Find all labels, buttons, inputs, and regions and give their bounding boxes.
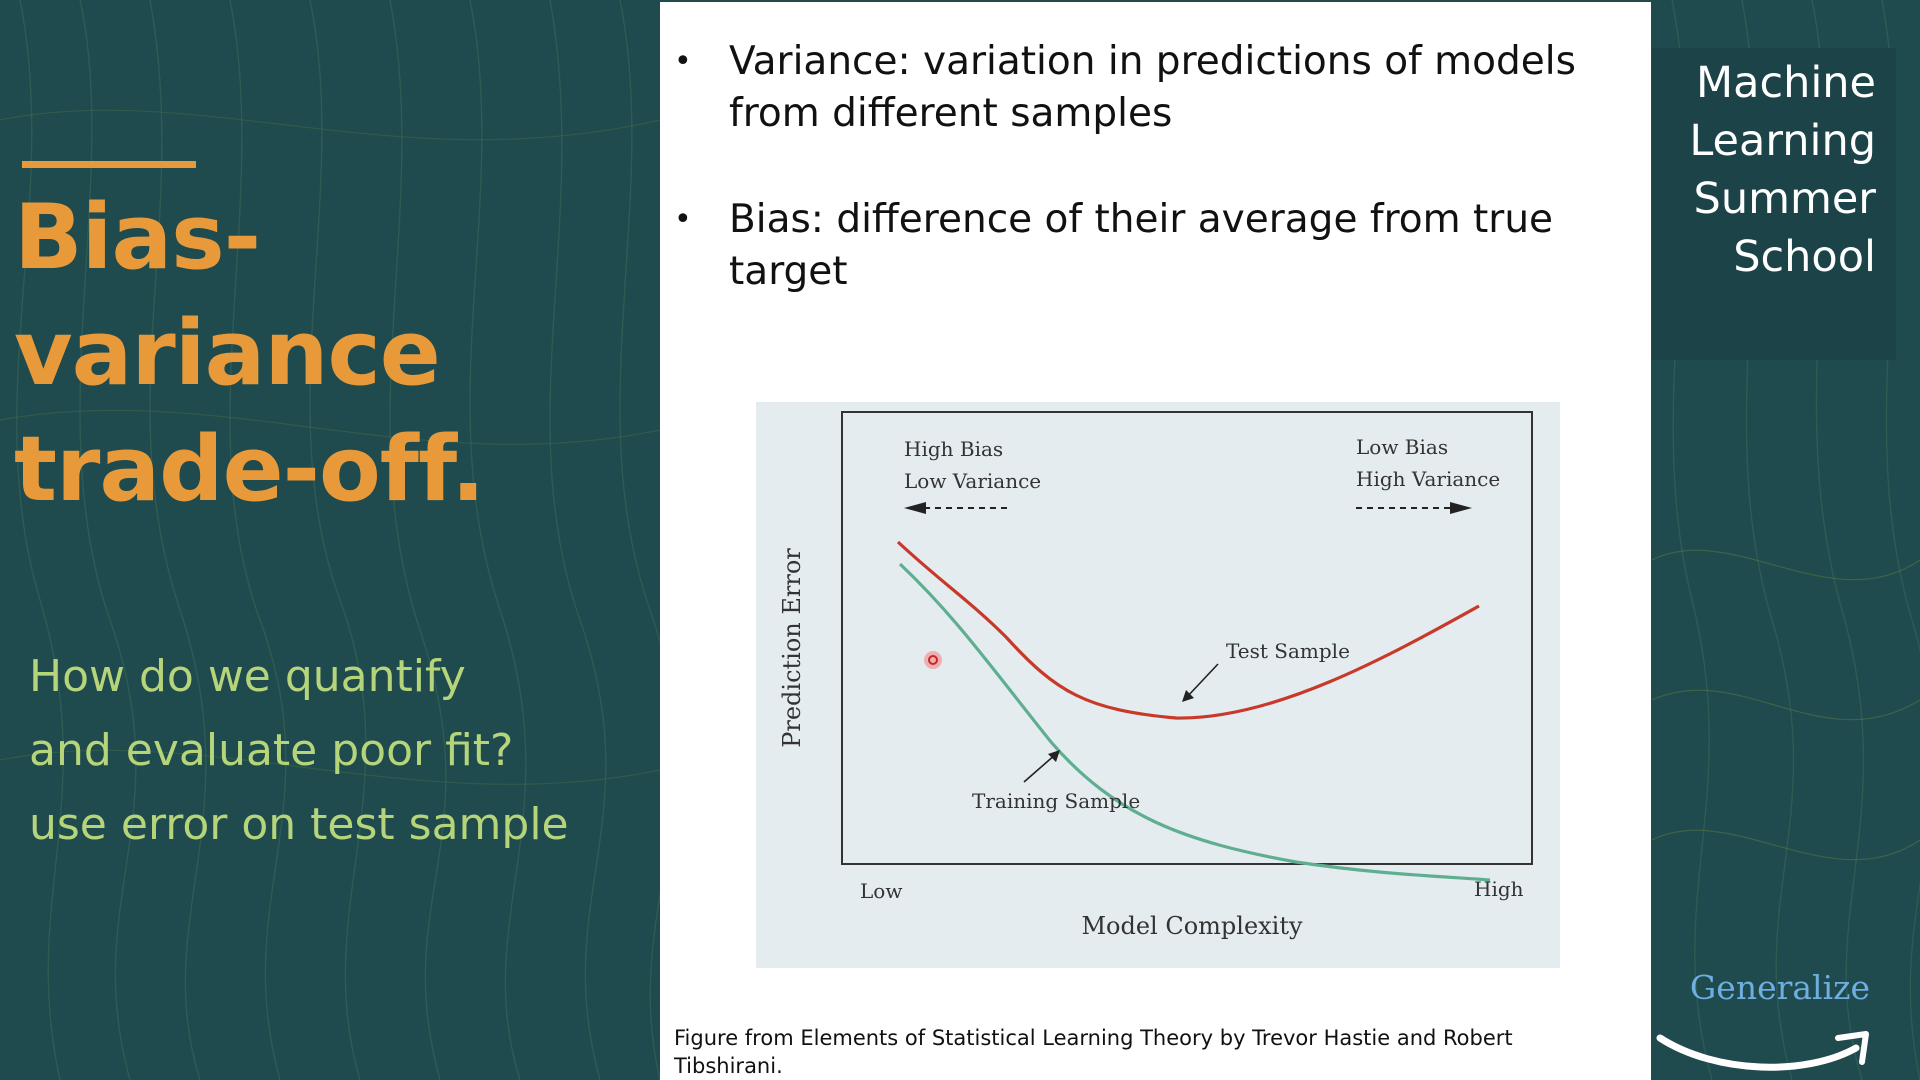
wave-pattern-left (0, 0, 660, 1080)
bullet-bias-line-1: Bias: difference of their average from t… (729, 197, 1554, 242)
smile-arrow-icon (1656, 1031, 1869, 1071)
cursor-dot-icon (924, 651, 942, 669)
slide-title-line-2: trade-off. (14, 417, 485, 522)
title-accent-bar (22, 161, 196, 168)
x-axis-title: Model Complexity (1081, 912, 1303, 940)
test-sample-label: Test Sample (1226, 639, 1350, 663)
x-axis-low-label: Low (860, 879, 902, 903)
left-regime-label-2: Low Variance (904, 469, 1041, 493)
subtitle-line-2: and evaluate poor fit? (29, 725, 514, 776)
bullet-list: • Variance: variation in predictions of … (660, 36, 1651, 352)
train-label-arrow (1023, 753, 1057, 783)
test-label-arrow (1185, 663, 1219, 699)
bullet-variance-line-2: from different samples (729, 91, 1173, 136)
train-label-arrowhead-icon (1048, 750, 1060, 762)
bullet-bias-line-2: target (729, 249, 848, 294)
subtitle-line-3: use error on test sample (29, 799, 569, 850)
caption-line-1: Figure from Elements of Statistical Lear… (674, 1026, 1513, 1050)
brand-title-line-1: Machine (1696, 58, 1876, 108)
bullet-dot-icon: • (674, 44, 692, 79)
brand-title-line-2: Learning (1689, 116, 1876, 166)
test-label-arrowhead-icon (1182, 690, 1194, 702)
plot-frame (841, 411, 1533, 865)
bias-variance-figure: High Bias Low Variance Low Bias High Var… (756, 402, 1560, 968)
brand-title-line-4: School (1733, 232, 1876, 282)
left-regime-label-1: High Bias (904, 437, 1003, 461)
slide-title-line-1: Bias-variance (14, 185, 441, 406)
figure-svg: High Bias Low Variance Low Bias High Var… (778, 411, 1533, 940)
right-regime-label-2: High Variance (1356, 467, 1500, 491)
right-arrowhead-icon (1450, 502, 1472, 514)
x-axis-high-label: High (1474, 877, 1524, 901)
subtitle-line-1: How do we quantify (29, 651, 466, 702)
y-axis-title: Prediction Error (778, 548, 806, 748)
slide-title: Bias-variance trade-off. (14, 180, 654, 528)
brand-title-line-3: Summer (1693, 174, 1876, 224)
brand-tagline: Generalize (1689, 968, 1871, 1007)
brand-title: Machine Learning Summer School (1660, 54, 1876, 286)
left-arrowhead-icon (904, 502, 926, 514)
test-sample-curve (896, 540, 1480, 720)
caption-line-2: Tibshirani. (674, 1054, 783, 1078)
bullet-dot-icon: • (674, 202, 692, 237)
brand-block (1652, 48, 1896, 360)
figure-caption: Figure from Elements of Statistical Lear… (674, 1024, 1634, 1080)
bullet-bias: • Bias: difference of their average from… (660, 194, 1651, 298)
bullet-variance-line-1: Variance: variation in predictions of mo… (729, 39, 1576, 84)
right-regime-label-1: Low Bias (1356, 435, 1448, 459)
bullet-variance: • Variance: variation in predictions of … (660, 36, 1651, 140)
training-sample-curve (898, 562, 1491, 882)
training-sample-label: Training Sample (972, 789, 1140, 813)
slide-subtitle: How do we quantify and evaluate poor fit… (29, 640, 649, 862)
content-panel: • Variance: variation in predictions of … (660, 2, 1651, 1080)
